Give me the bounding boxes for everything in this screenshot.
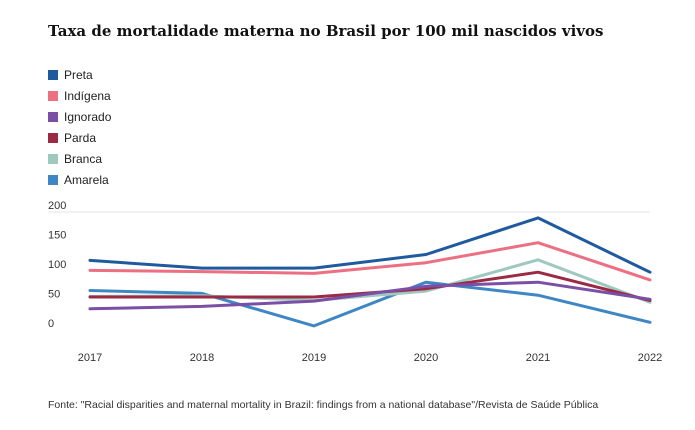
chart-title: Taxa de mortalidade materna no Brasil po…: [48, 22, 604, 40]
series-lines: [88, 216, 652, 328]
legend-label: Parda: [64, 130, 97, 145]
legend-swatch: [48, 90, 58, 101]
legend-item: Branca: [48, 148, 111, 169]
y-tick-label: 50: [48, 289, 60, 301]
source-note: Fonte: "Racial disparities and maternal …: [48, 399, 599, 411]
legend-swatch: [48, 132, 58, 143]
x-tick-label: 2018: [190, 352, 214, 364]
series-line-amarela: [88, 280, 652, 328]
legend-swatch: [48, 174, 58, 185]
legend-item: Indígena: [48, 85, 111, 106]
legend: Preta Indígena Ignorado Parda Branca Amarela: [48, 64, 111, 190]
x-axis-ticks: 2017 2018 2019 2020 2021 2022: [78, 352, 662, 364]
legend-item: Parda: [48, 127, 111, 148]
legend-label: Branca: [64, 151, 103, 166]
x-tick-label: 2019: [302, 352, 326, 364]
legend-swatch: [48, 111, 58, 122]
x-tick-label: 2020: [414, 352, 438, 364]
x-tick-label: 2017: [78, 352, 102, 364]
x-tick-label: 2022: [638, 352, 662, 364]
legend-item: Ignorado: [48, 106, 111, 127]
legend-item: Amarela: [48, 169, 111, 190]
legend-label: Amarela: [64, 172, 109, 187]
y-tick-label: 100: [48, 259, 66, 271]
legend-swatch: [48, 153, 58, 164]
series-line-ignorado: [88, 280, 652, 311]
y-tick-label: 150: [48, 230, 66, 242]
series-line-preta: [88, 216, 652, 274]
legend-label: Indígena: [64, 88, 111, 103]
legend-label: Ignorado: [64, 109, 112, 124]
y-axis-ticks: 200 150 100 50 0: [48, 200, 650, 330]
legend-label: Preta: [64, 67, 93, 82]
y-tick-label: 200: [48, 200, 66, 212]
x-tick-label: 2021: [526, 352, 550, 364]
series-line-indígena: [88, 241, 652, 282]
y-tick-label: 0: [48, 318, 54, 330]
legend-item: Preta: [48, 64, 111, 85]
legend-swatch: [48, 69, 58, 80]
